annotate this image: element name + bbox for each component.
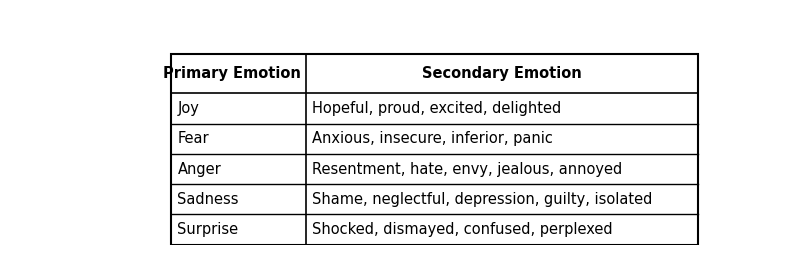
Text: Surprise: Surprise [178,222,238,237]
Bar [171,54,698,245]
Text: Anxious, insecure, inferior, panic: Anxious, insecure, inferior, panic [312,131,553,146]
Text: Shocked, dismayed, confused, perplexed: Shocked, dismayed, confused, perplexed [312,222,613,237]
Text: Sadness: Sadness [178,192,239,207]
Text: Fear: Fear [178,131,209,146]
Text: Joy: Joy [178,101,199,116]
Text: Anger: Anger [178,161,222,177]
Text: Shame, neglectful, depression, guilty, isolated: Shame, neglectful, depression, guilty, i… [312,192,652,207]
Text: Primary Emotion: Primary Emotion [163,66,301,81]
Text: Secondary Emotion: Secondary Emotion [422,66,582,81]
Text: Hopeful, proud, excited, delighted: Hopeful, proud, excited, delighted [312,101,561,116]
Text: Resentment, hate, envy, jealous, annoyed: Resentment, hate, envy, jealous, annoyed [312,161,622,177]
